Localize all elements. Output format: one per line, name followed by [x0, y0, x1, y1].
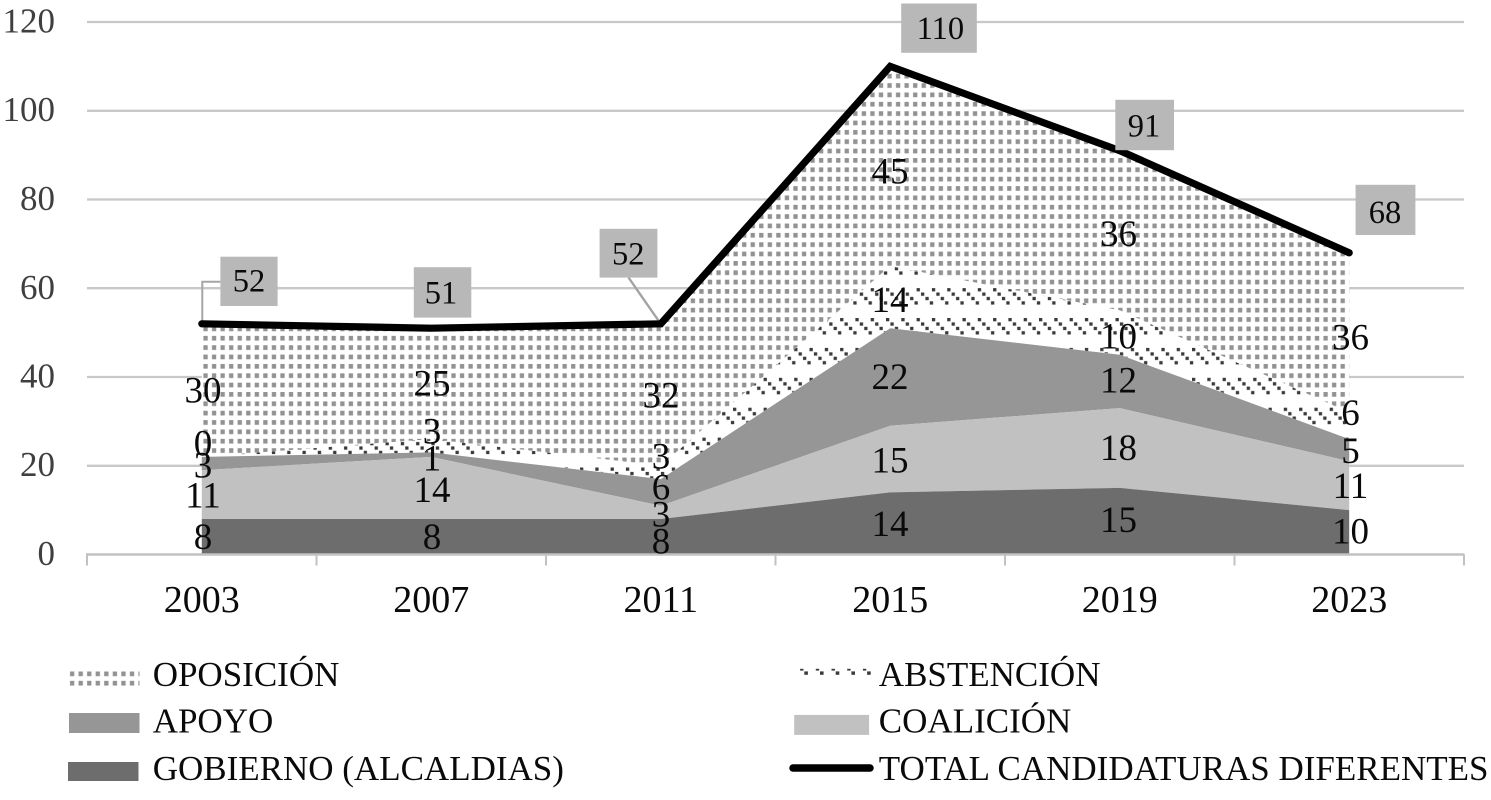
svg-text:60: 60	[20, 268, 55, 307]
svg-text:6: 6	[1341, 393, 1360, 434]
svg-text:52: 52	[233, 263, 266, 299]
svg-text:0: 0	[194, 423, 213, 464]
svg-text:51: 51	[425, 276, 458, 312]
svg-text:5: 5	[1341, 431, 1360, 472]
svg-text:3: 3	[652, 495, 671, 536]
svg-text:10: 10	[1332, 511, 1369, 552]
svg-text:8: 8	[652, 521, 671, 562]
svg-text:3: 3	[652, 436, 671, 477]
svg-text:45: 45	[872, 152, 909, 193]
svg-text:22: 22	[872, 357, 909, 398]
svg-text:0: 0	[38, 534, 56, 573]
svg-text:APOYO: APOYO	[153, 702, 274, 741]
svg-text:15: 15	[1100, 500, 1137, 541]
svg-text:36: 36	[1332, 318, 1369, 359]
svg-text:2011: 2011	[623, 579, 698, 621]
svg-text:32: 32	[643, 376, 680, 417]
svg-text:14: 14	[872, 280, 909, 321]
svg-text:14: 14	[414, 470, 451, 511]
svg-text:40: 40	[20, 357, 55, 396]
svg-text:91: 91	[1128, 109, 1161, 145]
svg-text:18: 18	[1100, 428, 1137, 469]
svg-text:52: 52	[612, 237, 645, 273]
svg-text:ABSTENCIÓN: ABSTENCIÓN	[879, 654, 1101, 694]
svg-text:120: 120	[3, 2, 56, 41]
svg-text:2023: 2023	[1311, 579, 1387, 621]
svg-text:8: 8	[423, 517, 442, 558]
svg-text:30: 30	[185, 371, 222, 412]
svg-text:15: 15	[872, 441, 909, 482]
svg-text:80: 80	[20, 179, 55, 218]
svg-text:10: 10	[1100, 316, 1137, 357]
svg-text:6: 6	[652, 468, 671, 509]
svg-text:36: 36	[1100, 214, 1137, 255]
svg-text:GOBIERNO (ALCALDIAS): GOBIERNO (ALCALDIAS)	[153, 749, 564, 788]
svg-text:20: 20	[20, 445, 55, 484]
svg-text:100: 100	[3, 90, 56, 129]
svg-text:110: 110	[917, 11, 965, 47]
svg-text:OPOSICIÓN: OPOSICIÓN	[153, 654, 340, 694]
svg-text:3: 3	[194, 445, 213, 486]
svg-text:8: 8	[194, 517, 213, 558]
svg-text:TOTAL CANDIDATURAS DIFERENTES: TOTAL CANDIDATURAS DIFERENTES	[879, 749, 1489, 788]
svg-text:25: 25	[414, 364, 451, 405]
svg-text:COALICIÓN: COALICIÓN	[879, 701, 1071, 741]
svg-text:3: 3	[423, 412, 442, 453]
svg-text:2007: 2007	[393, 579, 469, 621]
svg-text:2015: 2015	[852, 579, 928, 621]
svg-text:11: 11	[1333, 466, 1369, 507]
svg-text:2003: 2003	[164, 579, 240, 621]
svg-text:11: 11	[185, 476, 221, 517]
svg-text:12: 12	[1100, 361, 1137, 402]
svg-text:68: 68	[1369, 195, 1402, 231]
svg-text:2019: 2019	[1082, 579, 1158, 621]
svg-text:1: 1	[423, 439, 442, 480]
svg-text:14: 14	[872, 504, 909, 545]
